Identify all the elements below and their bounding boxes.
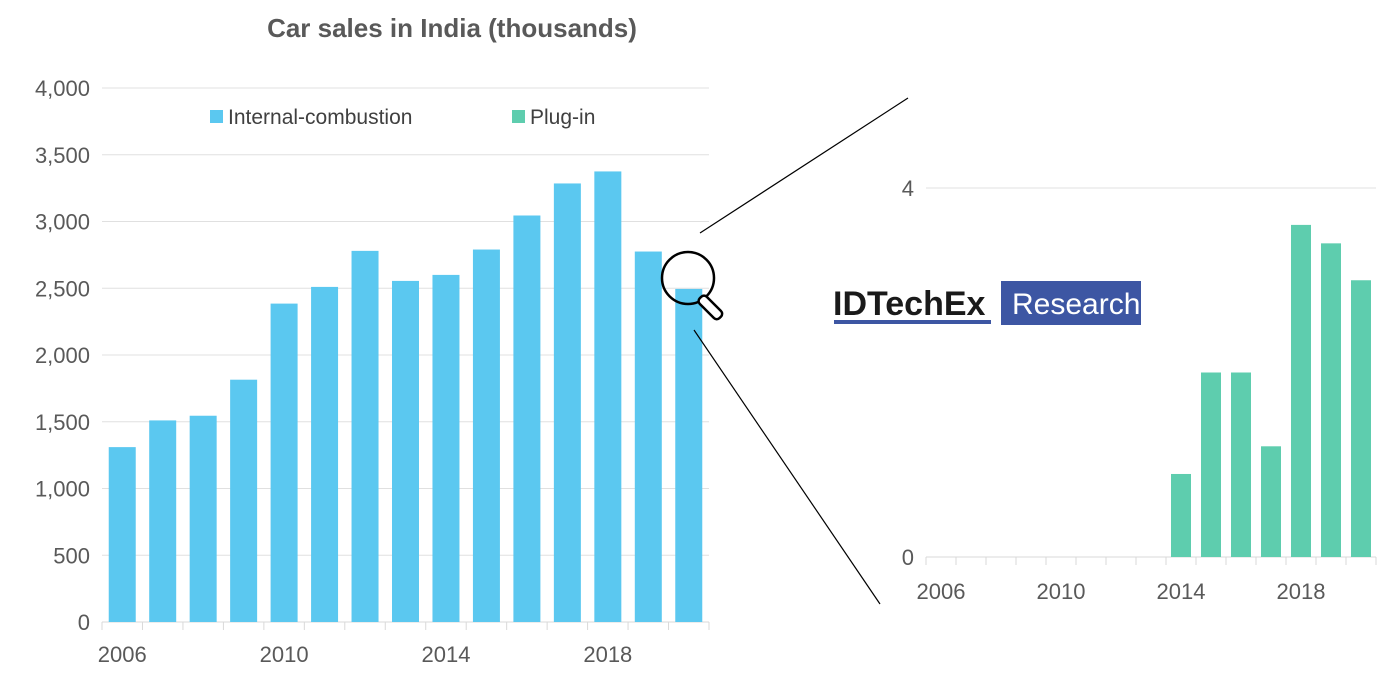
inset-y-axis: 04	[902, 176, 914, 570]
y-tick-label: 1,000	[35, 477, 90, 502]
x-tick-label: 2006	[917, 579, 966, 604]
legend-label-internal-combustion: Internal-combustion	[228, 106, 412, 129]
y-tick-label: 0	[78, 610, 90, 635]
x-tick-label: 2006	[98, 642, 147, 667]
y-tick-label: 0	[902, 545, 914, 570]
bar	[594, 171, 622, 622]
bar	[270, 303, 298, 622]
inset-bars	[1171, 224, 1371, 557]
bar	[553, 183, 581, 622]
bar	[189, 415, 217, 622]
chart-title: Car sales in India (thousands)	[267, 13, 637, 43]
x-tick-label: 2018	[1277, 579, 1326, 604]
logo-main-text: IDTechEx	[833, 285, 986, 323]
bar	[1201, 372, 1221, 557]
legend-swatch-plug-in	[512, 110, 525, 123]
y-tick-label: 500	[53, 543, 90, 568]
y-tick-label: 3,500	[35, 143, 90, 168]
bar	[149, 420, 177, 622]
bar	[513, 215, 541, 622]
x-tick-label: 2014	[1157, 579, 1206, 604]
magnifier-icon	[660, 250, 724, 321]
legend: Internal-combustion Plug-in	[210, 106, 595, 129]
legend-label-plug-in: Plug-in	[530, 106, 595, 129]
main-bars	[108, 171, 703, 622]
bar	[1291, 224, 1311, 557]
bar	[675, 288, 703, 622]
y-tick-label: 4,000	[35, 76, 90, 101]
logo-sub-text: Research	[1012, 288, 1140, 321]
y-tick-label: 1,500	[35, 410, 90, 435]
bar	[1171, 473, 1191, 557]
idtechex-logo: IDTechEx Research	[833, 281, 1141, 325]
bar	[108, 447, 136, 622]
x-tick-label: 2010	[260, 642, 309, 667]
x-tick-label: 2014	[421, 642, 470, 667]
x-tick-label: 2010	[1037, 579, 1086, 604]
zoom-line-bottom	[693, 329, 881, 605]
main-y-axis: 0 500 1,000 1,500 2,000 2,500 3,000 3,500 4,000	[35, 76, 90, 635]
bar	[1351, 280, 1371, 557]
logo-research-box	[1001, 281, 1141, 325]
main-x-axis: 2006 2010 2014 2018	[98, 622, 710, 667]
inset-x-axis: 2006 2010 2014 2018	[917, 557, 1377, 604]
bar	[1231, 372, 1251, 557]
bar	[230, 379, 258, 622]
bar	[432, 274, 460, 622]
legend-swatch-internal-combustion	[210, 110, 223, 123]
x-tick-label: 2018	[583, 642, 632, 667]
zoom-line-top	[699, 97, 909, 234]
y-tick-label: 2,500	[35, 276, 90, 301]
bar	[1261, 446, 1281, 557]
y-tick-label: 2,000	[35, 343, 90, 368]
bar	[634, 251, 662, 622]
bar	[351, 250, 379, 622]
bar	[392, 280, 419, 622]
bar	[311, 286, 339, 622]
bar	[1321, 243, 1341, 557]
y-tick-label: 4	[902, 176, 914, 201]
bar	[472, 249, 500, 622]
y-tick-label: 3,000	[35, 210, 90, 235]
logo-underline	[834, 320, 991, 324]
